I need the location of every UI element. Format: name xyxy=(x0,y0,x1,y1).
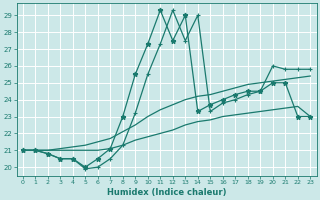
X-axis label: Humidex (Indice chaleur): Humidex (Indice chaleur) xyxy=(107,188,226,197)
